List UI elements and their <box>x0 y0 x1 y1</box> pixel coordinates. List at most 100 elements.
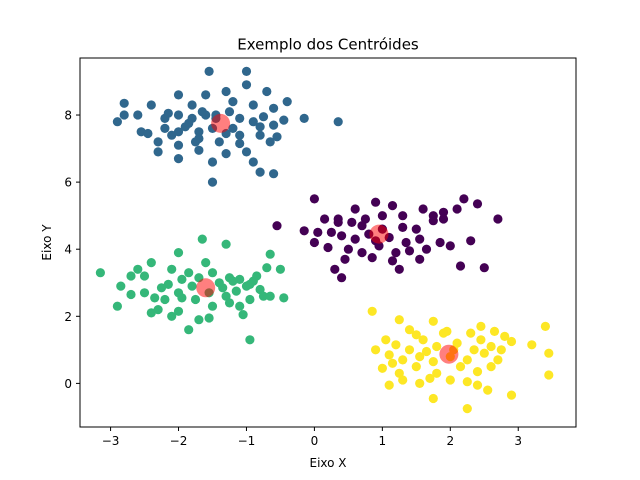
data-point-cluster-3-50 <box>245 335 255 345</box>
data-point-cluster-4-30 <box>493 355 503 365</box>
data-point-cluster-1-22 <box>235 113 245 123</box>
data-point-cluster-1-40 <box>255 130 265 140</box>
data-point-cluster-4-46 <box>483 385 493 395</box>
data-point-cluster-4-10 <box>466 328 476 338</box>
data-point-cluster-2-38 <box>391 248 401 258</box>
data-point-cluster-3-10 <box>207 268 218 278</box>
data-point-cluster-2-2 <box>309 194 319 204</box>
data-point-cluster-3-13 <box>95 268 105 278</box>
data-point-cluster-4-15 <box>404 345 415 355</box>
data-point-cluster-4-19 <box>469 345 479 355</box>
data-point-cluster-4-48 <box>462 404 472 414</box>
data-point-cluster-4-52 <box>506 336 517 347</box>
data-point-cluster-1-6 <box>221 86 231 97</box>
data-point-cluster-4-4 <box>476 321 486 331</box>
y-tick-label: 6 <box>64 176 72 190</box>
data-point-cluster-3-9 <box>184 268 194 278</box>
data-point-cluster-4-28 <box>462 355 472 365</box>
data-point-cluster-1-58 <box>299 113 309 123</box>
data-point-cluster-3-35 <box>245 294 255 305</box>
data-point-cluster-4-36 <box>472 367 483 377</box>
x-tick-label: −2 <box>170 434 188 448</box>
data-point-cluster-2-6 <box>398 211 408 221</box>
data-point-cluster-4-41 <box>462 377 472 387</box>
y-axis-ticks: 0 2 4 6 8 <box>64 109 80 391</box>
data-point-cluster-2-5 <box>371 197 381 207</box>
data-point-cluster-2-45 <box>394 264 404 274</box>
data-point-cluster-3-31 <box>126 289 136 300</box>
data-point-cluster-1-57 <box>207 177 218 187</box>
data-point-cluster-3-46 <box>194 315 204 325</box>
data-point-cluster-4-26 <box>428 357 438 367</box>
data-point-cluster-4-53 <box>421 346 432 357</box>
data-point-cluster-4-23 <box>384 350 394 360</box>
data-point-cluster-1-33 <box>269 120 279 130</box>
centroid-marker-4 <box>439 344 459 364</box>
data-point-cluster-3-54 <box>245 279 255 289</box>
data-point-cluster-4-39 <box>425 373 435 383</box>
data-point-cluster-2-50 <box>337 273 347 283</box>
data-point-cluster-1-5 <box>201 90 211 100</box>
data-point-cluster-1-55 <box>255 167 265 177</box>
data-point-cluster-1-15 <box>119 110 129 120</box>
data-point-cluster-3-2 <box>221 239 231 249</box>
data-point-cluster-4-24 <box>398 355 408 365</box>
x-tick-label: 3 <box>514 434 522 448</box>
data-point-cluster-3-11 <box>262 263 272 273</box>
data-point-cluster-3-43 <box>224 298 235 308</box>
data-point-cluster-3-33 <box>190 294 201 305</box>
data-point-cluster-3-32 <box>160 294 170 305</box>
data-point-cluster-1-11 <box>187 100 197 110</box>
data-point-cluster-3-44 <box>235 301 245 311</box>
data-point-cluster-3-26 <box>116 281 126 291</box>
data-point-cluster-3-27 <box>139 288 150 298</box>
data-point-cluster-2-1 <box>387 201 398 211</box>
data-point-cluster-2-9 <box>438 207 449 217</box>
centroid-marker-3 <box>196 278 216 298</box>
data-point-cluster-1-53 <box>207 157 218 167</box>
data-point-cluster-1-49 <box>194 145 204 155</box>
data-point-cluster-4-51 <box>404 325 415 335</box>
data-point-cluster-1-3 <box>241 80 252 90</box>
data-point-cluster-4-12 <box>527 340 537 350</box>
y-tick-label: 8 <box>64 109 72 123</box>
data-point-cluster-2-29 <box>415 234 425 244</box>
data-point-cluster-2-20 <box>411 224 421 234</box>
data-point-cluster-1-43 <box>173 140 184 150</box>
x-tick-label: 0 <box>311 434 319 448</box>
data-point-cluster-2-52 <box>377 211 387 221</box>
data-point-cluster-3-48 <box>238 310 248 320</box>
data-point-cluster-3-3 <box>173 248 184 258</box>
data-point-cluster-1-60 <box>224 107 235 117</box>
data-point-cluster-1-23 <box>248 117 258 127</box>
data-point-cluster-2-22 <box>299 226 309 236</box>
data-point-cluster-4-31 <box>377 363 387 373</box>
data-point-cluster-3-41 <box>173 306 184 316</box>
data-point-cluster-4-14 <box>391 340 401 350</box>
data-point-cluster-2-15 <box>333 217 343 227</box>
centroid-marker-1 <box>211 113 231 133</box>
data-point-cluster-1-44 <box>190 137 201 147</box>
data-point-cluster-1-25 <box>333 117 343 127</box>
data-point-cluster-2-11 <box>459 194 469 204</box>
data-point-cluster-4-20 <box>486 341 496 352</box>
data-point-cluster-4-35 <box>455 362 466 372</box>
data-point-cluster-4-22 <box>544 348 554 358</box>
y-tick-label: 2 <box>64 310 72 324</box>
data-point-cluster-2-39 <box>404 246 415 256</box>
data-point-cluster-3-42 <box>207 301 218 311</box>
data-point-cluster-4-37 <box>544 370 554 380</box>
data-point-cluster-4-21 <box>496 345 506 355</box>
data-point-cluster-4-1 <box>367 306 377 316</box>
data-point-cluster-2-46 <box>438 214 449 224</box>
data-point-cluster-1-13 <box>248 100 258 110</box>
data-point-cluster-2-17 <box>357 221 367 231</box>
centroid-markers <box>196 113 459 364</box>
data-point-cluster-2-33 <box>309 237 319 248</box>
data-point-cluster-4-16 <box>418 335 428 345</box>
data-point-cluster-1-64 <box>197 107 207 117</box>
data-point-cluster-3-55 <box>156 283 167 293</box>
data-point-cluster-2-16 <box>347 217 357 227</box>
data-point-cluster-2-34 <box>323 242 333 253</box>
